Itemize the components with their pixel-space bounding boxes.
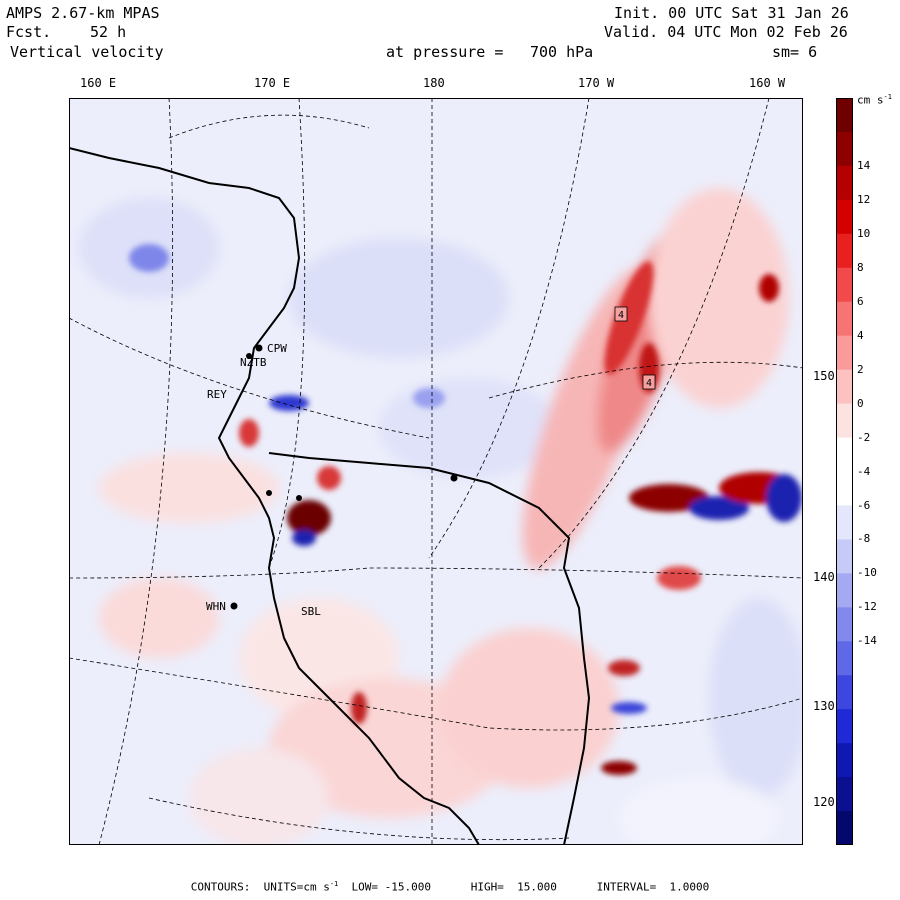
colorbar-tick-label: -4 (857, 464, 871, 478)
colorbar-segment (836, 539, 853, 574)
colorbar-segment (836, 505, 853, 540)
colorbar-segment (836, 335, 853, 371)
colorbar-tick-label: -12 (857, 600, 877, 614)
colorbar-segment (836, 471, 853, 506)
colorbar-segment (836, 437, 853, 472)
colorbar-tick-label: -8 (857, 532, 871, 546)
colorbar-tick-label: 4 (857, 328, 864, 342)
map-plot: 4 4 CPW NZTB REY WHN SBL (69, 98, 803, 845)
colorbar-tick-label: 2 (857, 362, 864, 376)
colorbar-border (836, 98, 853, 845)
colorbar-tick-label: 12 (857, 192, 871, 206)
footer-contours: CONTOURS: UNITS=cm s-1 LOW= -15.000 HIGH… (190, 880, 710, 894)
colorbar-segment (836, 233, 853, 269)
station-sbl: SBL (301, 605, 321, 618)
station-labels: CPW NZTB REY WHN SBL (206, 342, 321, 618)
colorbar-segment (836, 199, 853, 235)
init-time: Init. 00 UTC Sat 31 Jan 26 (614, 4, 849, 22)
colorbar-segment (836, 811, 853, 845)
colorbar-tick-label: 6 (857, 294, 864, 308)
colorbar-tick-label: 0 (857, 396, 864, 410)
smoothing: sm= 6 (772, 43, 818, 61)
colorbar-segment (836, 573, 853, 608)
lon-label-170w: 170 W (578, 76, 615, 90)
contour-label-2: 4 (646, 378, 652, 389)
colorbar-segment (836, 743, 853, 778)
colorbar (836, 98, 853, 845)
forecast-value: 52 h (90, 23, 127, 41)
colorbar-segment (836, 607, 853, 642)
lon-label-160e: 160 E (80, 76, 117, 90)
colorbar-segment (836, 131, 853, 167)
colorbar-tick-label: 8 (857, 260, 864, 274)
colorbar-tick-label: -2 (857, 430, 871, 444)
colorbar-tick-label: -14 (857, 634, 877, 648)
level-value: 700 hPa (530, 43, 594, 61)
strong-anomalies (129, 244, 802, 775)
colorbar-tick-label: -10 (857, 566, 877, 580)
level-label: at pressure = (386, 43, 504, 61)
station-whn: WHN (206, 600, 226, 613)
station-rey: REY (207, 388, 227, 401)
contour-label-1: 4 (618, 310, 624, 321)
lon-label-160w: 160 W (749, 76, 786, 90)
velocity-field (79, 188, 803, 845)
colorbar-units: cm s-1 (857, 93, 892, 107)
colorbar-segment (836, 98, 853, 133)
forecast-label: Fcst. (6, 23, 52, 41)
colorbar-segment (836, 403, 853, 439)
colorbar-segment (836, 267, 853, 303)
contour-labels: 4 4 (614, 306, 656, 390)
valid-time: Valid. 04 UTC Mon 02 Feb 26 (604, 23, 848, 41)
colorbar-segment (836, 777, 853, 812)
colorbar-tick-label: 10 (857, 226, 871, 240)
graticule (69, 98, 803, 845)
field-name: Vertical velocity (10, 43, 164, 61)
colorbar-tick-label: 14 (857, 158, 871, 172)
colorbar-segment (836, 641, 853, 676)
coastline (69, 147, 591, 845)
station-dots (230, 344, 458, 610)
colorbar-segment (836, 709, 853, 744)
colorbar-segment (836, 165, 853, 201)
colorbar-segment (836, 369, 853, 405)
colorbar-segment (836, 675, 853, 710)
lon-label-180: 180 (423, 76, 445, 90)
station-cpw: CPW (267, 342, 287, 355)
station-nztb: NZTB (240, 356, 267, 369)
colorbar-segment (836, 301, 853, 337)
colorbar-tick-label: -6 (857, 498, 871, 512)
model-title: AMPS 2.67-km MPAS (6, 4, 160, 22)
lon-label-170e: 170 E (254, 76, 291, 90)
